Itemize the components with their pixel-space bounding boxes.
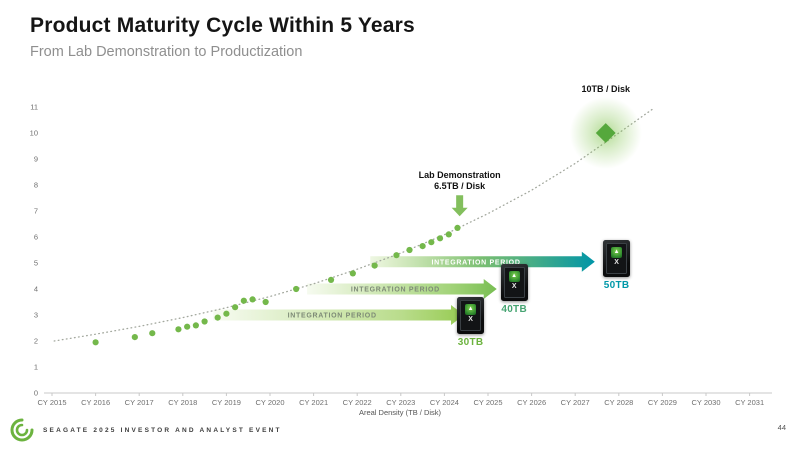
x-tick-label: CY 2028 (604, 398, 633, 407)
data-point (201, 318, 208, 325)
data-point (436, 235, 444, 242)
data-point (371, 262, 378, 269)
x-axis-title: Areal Density (TB / Disk) (358, 408, 442, 417)
y-tick-label: 11 (30, 103, 38, 112)
data-point (184, 323, 191, 330)
data-point (454, 224, 461, 231)
data-point (240, 297, 247, 304)
y-tick-label: 10 (30, 129, 38, 138)
x-tick-label: CY 2016 (81, 398, 110, 407)
x-tick-label: CY 2015 (37, 398, 66, 407)
y-tick-label: 7 (34, 207, 38, 216)
page-number: 44 (777, 423, 786, 432)
y-tick-label: 4 (34, 285, 38, 294)
x-tick-label: CY 2023 (386, 398, 415, 407)
x-tick-label: CY 2024 (430, 398, 459, 407)
x-tick-label: CY 2019 (212, 398, 241, 407)
y-tick-label: 3 (34, 311, 38, 320)
trend-line (53, 107, 655, 342)
y-tick-label: 8 (34, 181, 38, 190)
x-tick-label: CY 2018 (168, 398, 197, 407)
y-tick-label: 6 (34, 233, 38, 242)
footer: SEAGATE 2025 INVESTOR AND ANALYST EVENT (10, 418, 282, 442)
x-tick-label: CY 2029 (648, 398, 677, 407)
data-point (223, 310, 230, 317)
page-title: Product Maturity Cycle Within 5 Years (30, 14, 415, 37)
data-point (232, 304, 239, 311)
y-tick-label: 9 (34, 155, 38, 164)
x-tick-label: CY 2021 (299, 398, 328, 407)
x-tick-label: CY 2030 (691, 398, 720, 407)
integration-arrow (307, 279, 497, 299)
integration-arrow-label: INTEGRATION PERIOD (288, 313, 377, 320)
data-point (406, 246, 413, 254)
x-tick-label: CY 2027 (561, 398, 590, 407)
data-point (214, 314, 221, 321)
data-point (249, 296, 256, 303)
data-point (92, 339, 99, 346)
x-tick-label: CY 2020 (255, 398, 284, 407)
data-point (445, 231, 452, 238)
y-tick-label: 5 (34, 259, 38, 268)
seagate-logo-icon (10, 418, 34, 442)
integration-arrow (370, 251, 595, 272)
x-tick-label: CY 2022 (343, 398, 372, 407)
y-tick-label: 1 (34, 363, 38, 372)
x-tick-label: CY 2017 (125, 398, 154, 407)
integration-arrow-label: INTEGRATION PERIOD (351, 287, 440, 294)
data-point (349, 270, 356, 277)
data-point (131, 334, 138, 341)
x-tick-label: CY 2031 (735, 398, 764, 407)
y-tick-label: 0 (34, 389, 38, 398)
data-point (393, 252, 400, 259)
data-point (262, 298, 269, 306)
data-point (192, 322, 199, 329)
data-point (327, 276, 335, 283)
y-tick-label: 2 (34, 337, 38, 346)
footer-text: SEAGATE 2025 INVESTOR AND ANALYST EVENT (43, 426, 282, 434)
data-point (175, 326, 182, 333)
lab-annotation-arrow-icon (451, 195, 468, 217)
data-point (293, 285, 300, 293)
page-subtitle: From Lab Demonstration to Productization (30, 44, 303, 60)
integration-arrow-label: INTEGRATION PERIOD (432, 259, 521, 266)
data-point (419, 243, 426, 250)
data-point (428, 239, 435, 246)
integration-arrow (213, 305, 465, 325)
data-point (149, 330, 156, 337)
x-tick-label: CY 2025 (473, 398, 502, 407)
x-tick-label: CY 2026 (517, 398, 546, 407)
